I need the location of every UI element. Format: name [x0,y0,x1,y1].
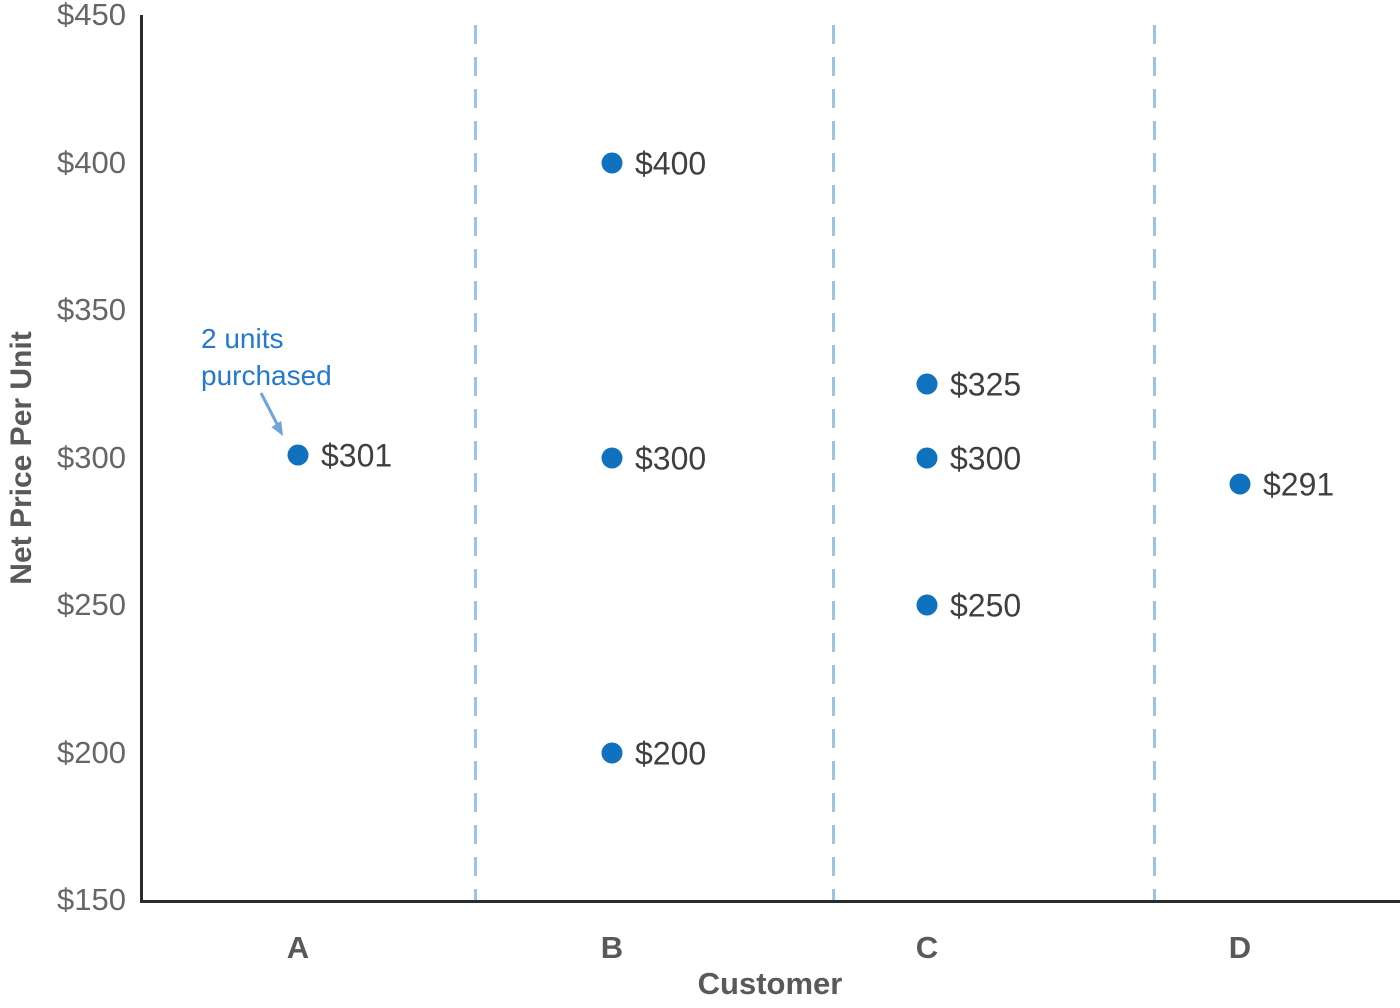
y-tick-label: $200 [57,734,126,770]
data-point-label: $300 [635,440,707,476]
x-axis-title: Customer [697,966,843,1001]
data-point [916,447,938,468]
category-label-b: B [600,930,624,965]
annotation-text: 2 units purchased [201,323,332,391]
data-point-label: $291 [1263,466,1335,503]
separator-line [831,25,835,900]
y-tick-label: $300 [57,439,126,475]
category-label-a: A [286,930,310,965]
y-tick-label: $400 [57,144,126,180]
y-tick-label: $350 [57,292,126,327]
data-point-label: $325 [950,366,1022,403]
data-point-label: $400 [635,145,707,181]
y-tick-label: $150 [57,882,126,917]
category-label-d: D [1228,930,1252,965]
data-point [601,742,623,763]
data-point-label: $300 [950,440,1022,476]
data-point [916,594,938,616]
category-label-c: C [915,930,939,965]
data-point [287,444,309,466]
x-axis-line [140,900,1400,903]
y-tick-label: $450 [57,0,126,32]
data-point [601,152,623,173]
data-point-label: $250 [950,587,1022,624]
separator-line [473,25,477,900]
y-axis-line [140,15,143,903]
separator-line [1152,25,1156,900]
y-tick-label: $250 [57,587,126,622]
data-point [1229,473,1251,495]
data-point [916,373,938,395]
data-point-label: $301 [321,437,393,474]
data-point [601,447,623,468]
annotation-arrow-icon [259,392,283,436]
data-point-label: $200 [635,735,707,771]
